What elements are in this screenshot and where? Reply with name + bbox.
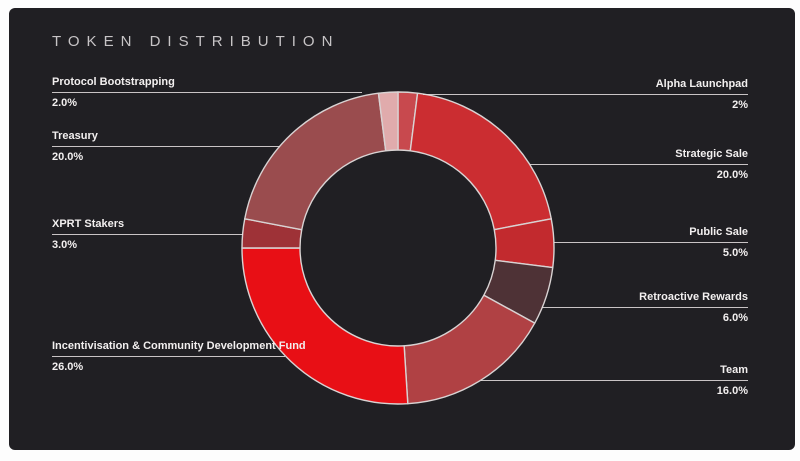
callout-retroactive-rewards: Retroactive Rewards 6.0% [542,291,748,324]
donut-segment-incentivisation-community-development-fund [241,247,409,405]
callout-percent: 5.0% [722,247,748,259]
callout-label: Treasury [52,130,280,147]
callout-xprt-stakers: XPRT Stakers 3.0% [52,218,243,251]
callout-team: Team 16.0% [481,364,748,397]
callout-percent: 2% [732,99,748,111]
callout-label: Protocol Bootstrapping [52,76,362,93]
callout-strategic-sale: Strategic Sale 20.0% [530,148,748,181]
callout-percent: 6.0% [722,312,748,324]
callout-treasury: Treasury 20.0% [52,130,280,163]
callout-percent: 3.0% [52,239,78,251]
callout-label: Strategic Sale [530,148,748,165]
callout-label: Retroactive Rewards [542,291,748,308]
callout-label: Team [481,364,748,381]
callout-percent: 20.0% [52,151,84,163]
callout-percent: 16.0% [716,385,748,397]
callout-public-sale: Public Sale 5.0% [554,226,748,259]
callout-percent: 20.0% [716,169,748,181]
callout-label: Public Sale [554,226,748,243]
callout-incentivisation-fund: Incentivisation & Community Development … [52,340,306,373]
donut-segment-protocol-bootstrapping [377,91,399,152]
callout-label: XPRT Stakers [52,218,243,235]
callout-protocol-bootstrapping: Protocol Bootstrapping 2.0% [52,76,362,109]
callout-percent: 2.0% [52,97,78,109]
callout-label: Alpha Launchpad [423,78,748,95]
donut-chart [241,91,555,405]
callout-label: Incentivisation & Community Development … [52,340,306,357]
callout-alpha-launchpad: Alpha Launchpad 2% [423,78,748,111]
callout-percent: 26.0% [52,361,84,373]
chart-title: TOKEN DISTRIBUTION [52,33,340,50]
